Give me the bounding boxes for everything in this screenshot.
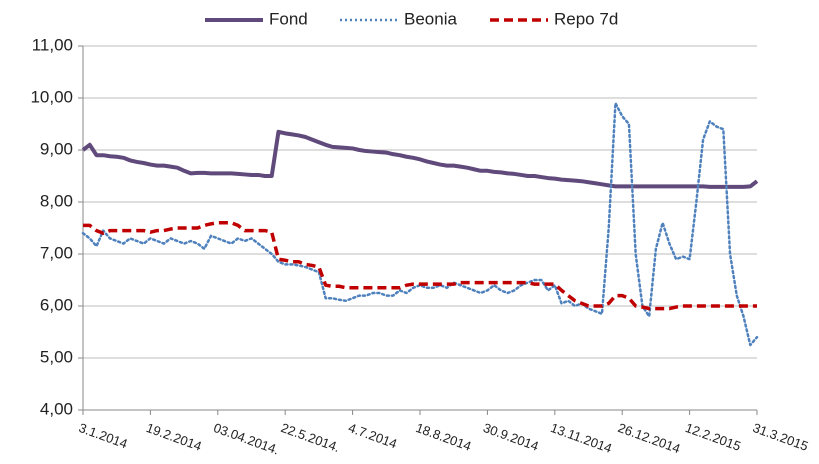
- x-tick-label: 18.8.2014: [414, 420, 473, 454]
- x-tick-label: 26.12.2014: [616, 420, 682, 456]
- y-tick-label: 9,00: [40, 139, 73, 158]
- y-tick-label: 5,00: [40, 347, 73, 366]
- x-tick-label: 4.7.2014: [346, 420, 399, 451]
- x-tick-label: 22.5.2014.: [279, 420, 342, 455]
- x-tick-label: 12.2.2015: [683, 420, 742, 454]
- y-tick-label: 6,00: [40, 295, 73, 314]
- y-tick-label: 11,00: [32, 35, 73, 54]
- legend-label: Repo 7d: [554, 9, 618, 28]
- y-tick-label: 7,00: [40, 243, 73, 262]
- legend-label: Beonia: [404, 9, 457, 28]
- y-tick-label: 4,00: [40, 399, 73, 418]
- series-line: [83, 221, 757, 311]
- y-tick-label: 8,00: [40, 191, 73, 210]
- x-tick-label: 31.3.2015: [751, 420, 810, 454]
- x-tick-label: 30.9.2014: [481, 420, 540, 454]
- x-tick-label: 13.11.2014: [549, 420, 614, 456]
- x-tick-label: 3.1.2014: [77, 420, 130, 451]
- series-line: [81, 129, 759, 189]
- y-tick-label: 10,00: [30, 87, 73, 106]
- x-tick-label: 03.04.2014.: [212, 420, 282, 458]
- legend-label: Fond: [269, 9, 308, 28]
- x-tick-label: 19.2.2014: [144, 420, 203, 454]
